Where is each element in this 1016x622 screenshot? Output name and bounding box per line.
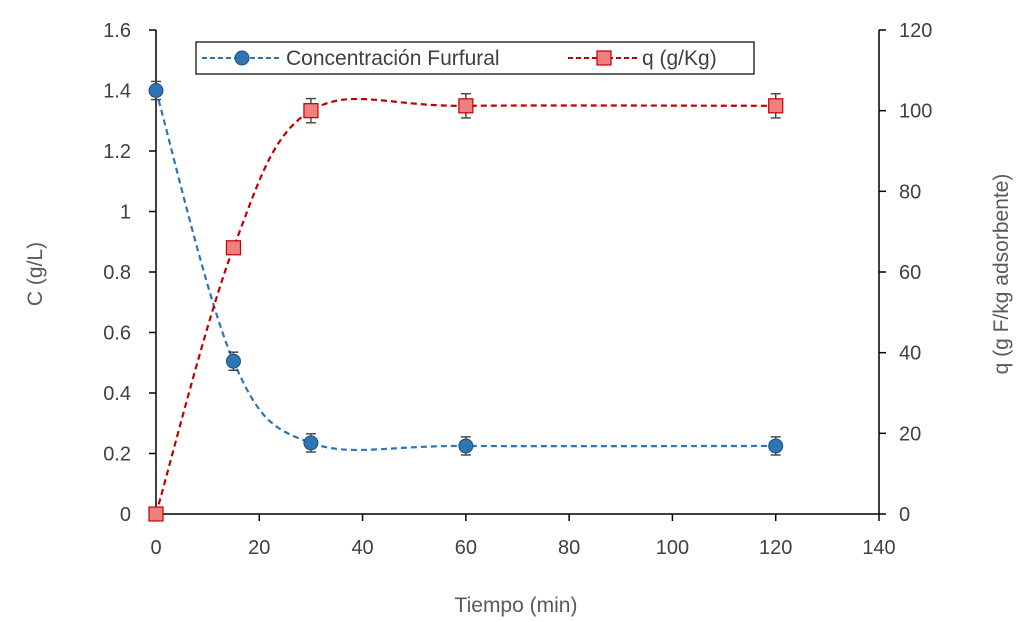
series — [148, 80, 784, 522]
x-tick-label: 100 — [656, 537, 689, 559]
y-tick-label: 0.6 — [103, 323, 131, 345]
legend-box — [195, 41, 755, 75]
y-tick-label: 1 — [120, 202, 131, 224]
data-point-concentracion — [458, 438, 474, 454]
data-point-q — [768, 98, 784, 114]
x-tick-label: 120 — [759, 537, 792, 559]
data-point-concentracion — [303, 435, 319, 451]
y2-tick-label: 0 — [899, 504, 910, 526]
x-axis-title: Tiempo (min) — [455, 594, 578, 617]
y-tick-label: 0.2 — [103, 444, 131, 466]
x-tick-label: 80 — [558, 537, 580, 559]
x-tick-label: 20 — [248, 537, 270, 559]
data-point-q — [225, 240, 242, 256]
y-tick-label: 1.2 — [103, 141, 131, 163]
y2-tick-label: 80 — [899, 181, 921, 203]
tick-labels: 0 20 40 60 80 100 120 14000.20.40.60.811.21.41.… — [103, 20, 932, 559]
y-axis-title: C (g/L) — [24, 242, 47, 306]
data-point-concentracion — [768, 438, 784, 454]
y2-tick-label: 20 — [899, 423, 921, 445]
series-line-concentracion — [154, 90, 776, 452]
y2-axis-title: q (g F/kg adsorbente) — [990, 174, 1013, 375]
y2-tick-label: 40 — [899, 343, 921, 365]
data-point-q — [458, 98, 474, 114]
y-tick-label: 0.4 — [103, 383, 131, 405]
legend: Concentración Furfural q (g/Kg) — [195, 41, 755, 75]
y-tick-label: 1.4 — [103, 81, 131, 103]
legend-label-concentracion: Concentración Furfural — [286, 47, 500, 70]
legend-marker-q — [596, 50, 612, 66]
x-tick-label: 0 — [150, 537, 161, 559]
legend-marker-concentracion — [234, 50, 250, 66]
y2-tick-label: 120 — [899, 20, 932, 42]
x-tick-label: 140 — [862, 537, 895, 559]
x-tick-label: 40 — [351, 537, 373, 559]
x-tick-label: 60 — [455, 537, 477, 559]
y-tick-label: 0 — [120, 504, 131, 526]
data-point-concentracion — [148, 83, 164, 98]
data-point-q — [303, 103, 319, 119]
y2-tick-label: 100 — [899, 101, 932, 123]
y2-tick-label: 60 — [899, 262, 921, 284]
y-tick-label: 0.8 — [103, 262, 131, 284]
y-tick-label: 1.6 — [103, 20, 131, 42]
data-point-concentracion — [225, 353, 241, 369]
data-point-q — [148, 506, 164, 522]
legend-label-q: q (g/Kg) — [642, 47, 717, 70]
